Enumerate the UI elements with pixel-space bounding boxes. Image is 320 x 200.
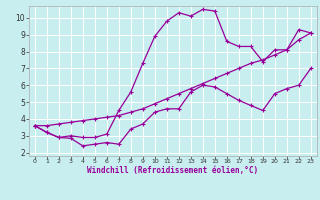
X-axis label: Windchill (Refroidissement éolien,°C): Windchill (Refroidissement éolien,°C) [87, 166, 258, 175]
